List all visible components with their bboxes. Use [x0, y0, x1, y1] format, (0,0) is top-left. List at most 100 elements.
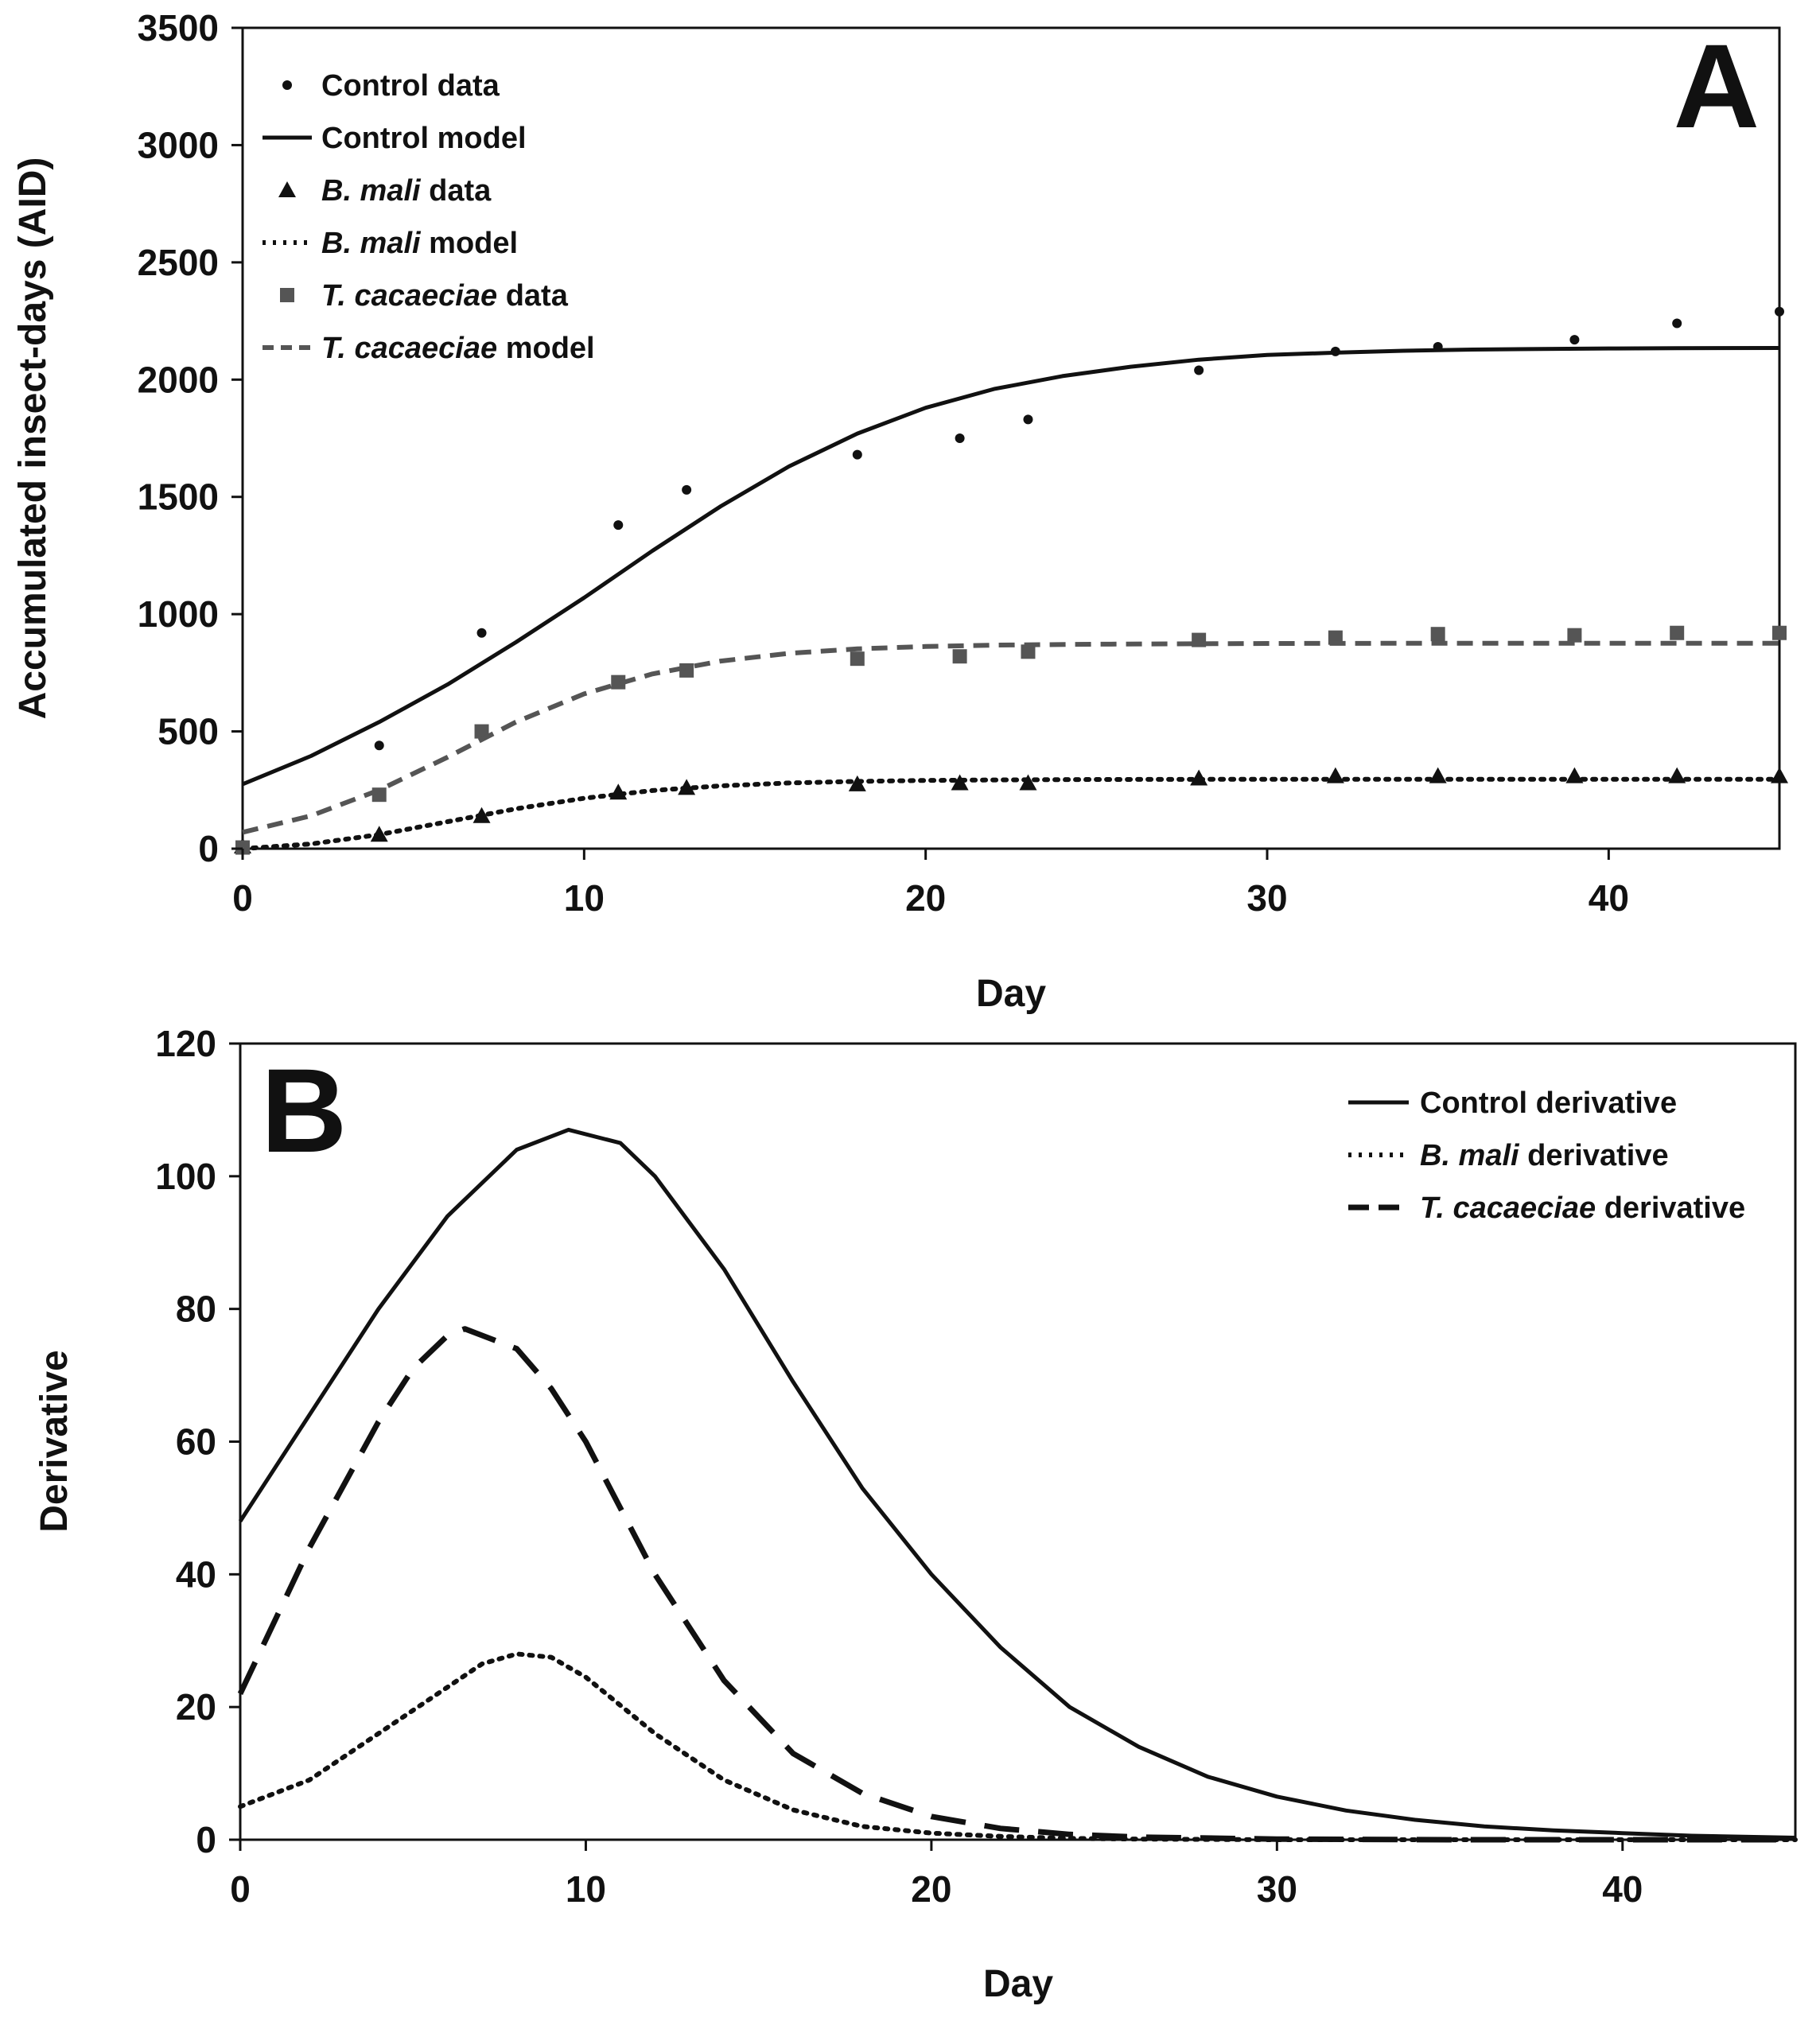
panel-b-x-tick-label: 0	[230, 1868, 251, 1910]
panel-a-x-tick-label: 0	[232, 877, 253, 919]
panel-a-x-tick-label: 30	[1246, 877, 1287, 919]
panel-a-legend-label-italic: B. mali	[321, 227, 422, 260]
panel-b-x-axis-title: Day	[983, 1963, 1053, 2005]
panel-a-t-cacaeciae-data-point	[850, 651, 865, 667]
panel-a-y-tick-label: 3000	[138, 124, 219, 165]
panel-b-legend-label-italic: B. mali	[1420, 1139, 1520, 1172]
panel-b-y-ticks: 0 20 40 60 80 100 120	[155, 1023, 240, 1860]
panel-a-legend-label-rest: model	[421, 227, 518, 260]
panel-b-t-cacaeciae-derivative-line	[237, 1326, 1795, 1843]
panel-b-letter: B	[261, 1044, 347, 1177]
panel-a-x-tick-label: 40	[1589, 877, 1629, 919]
panel-b-y-tick-label: 60	[176, 1421, 216, 1463]
panel-b-x-ticks: 0 10 20 30 40	[230, 1840, 1643, 1910]
panel-a-x-axis-title: Day	[976, 973, 1046, 1015]
panel-a-legend-label-rest: data	[421, 174, 492, 208]
panel-b-y-axis-title: Derivative	[33, 1350, 76, 1532]
panel-a-legend-label-italic: T. cacaeciae	[321, 332, 497, 365]
panel-b-legend-label: T. cacaeciae derivative	[1420, 1191, 1745, 1225]
panel-a-legend-label: T. cacaeciae data	[321, 279, 569, 313]
panel-b-series-layer	[237, 1127, 1798, 1843]
panel-a-legend-item: T. cacaeciae model	[262, 332, 595, 365]
panel-a-y-ticks: 0 500 1000 1500 2000 2500 3000 3500	[138, 7, 243, 869]
panel-a-control-data-point	[1569, 335, 1580, 345]
panel-a-t-cacaeciae-data-point	[1670, 625, 1685, 640]
panel-a-t-cacaeciae-data-point	[474, 724, 489, 739]
panel-a-t-cacaeciae-model-line	[242, 640, 1779, 835]
panel-a-control-data-point	[374, 741, 384, 751]
panel-a-t-cacaeciae-data-point	[1430, 627, 1445, 642]
panel-a-y-tick-label: 500	[158, 711, 219, 752]
panel-b: 0 20 40 60 80 100 120 0 10 20 30 40 Day Derivative…	[33, 1023, 1798, 2005]
panel-a-y-axis-title: Accumulated insect-days (AID)	[12, 157, 54, 720]
panel-a-control-model-line	[242, 346, 1780, 787]
panel-a-legend-label: T. cacaeciae model	[321, 332, 595, 365]
panel-b-x-tick-label: 30	[1257, 1868, 1297, 1910]
panel-a-legend-label: B. mali data	[321, 174, 492, 208]
panel-a-legend-label-rest: Control model	[321, 122, 527, 155]
panel-b-legend-item: Control derivative	[1348, 1086, 1677, 1120]
panel-a-series-layer	[234, 306, 1788, 855]
panel-a-y-tick-label: 1000	[138, 593, 219, 635]
panel-a-legend-item: B. mali model	[262, 227, 518, 260]
panel-a-t-cacaeciae-data-point	[1021, 644, 1036, 659]
panel-b-x-tick-label: 40	[1602, 1868, 1643, 1910]
panel-a-b-mali-data-point	[951, 774, 969, 791]
panel-a-legend-label-italic: T. cacaeciae	[321, 279, 497, 313]
panel-a-x-tick-label: 10	[564, 877, 605, 919]
panel-b-y-tick-label: 20	[176, 1686, 216, 1728]
panel-a-legend-item: B. mali data	[278, 174, 492, 208]
panel-a-t-cacaeciae-data-point	[1567, 628, 1582, 643]
panel-a-legend-label: B. mali model	[321, 227, 518, 260]
panel-a: 0 500 1000 1500 2000 2500 3000 3500 0 10 20 30 40 D…	[12, 7, 1788, 1015]
panel-b-b-mali-derivative-line	[238, 1651, 1798, 1842]
panel-a-legend-swatch	[280, 288, 294, 302]
panel-b-legend-label: B. mali derivative	[1420, 1139, 1669, 1172]
panel-b-x-tick-label: 10	[566, 1868, 606, 1910]
panel-b-legend-item: B. mali derivative	[1348, 1139, 1669, 1172]
panel-a-control-data-point	[476, 628, 487, 638]
panel-a-control-data-point	[1775, 306, 1784, 317]
panel-a-legend-item: Control data	[282, 69, 500, 103]
panel-a-legend-label: Control model	[321, 122, 527, 155]
panel-a-control-data-point	[1672, 318, 1682, 328]
panel-b-legend-label-rest: derivative	[1519, 1139, 1669, 1172]
panel-a-b-mali-data-point	[1019, 774, 1037, 791]
panel-b-legend-label: Control derivative	[1420, 1086, 1677, 1120]
panel-a-x-ticks: 0 10 20 30 40	[232, 849, 1629, 919]
panel-a-legend-label-italic: B. mali	[321, 174, 422, 208]
panel-a-b-mali-model-line	[240, 776, 1782, 851]
panel-a-legend-item: T. cacaeciae data	[280, 279, 569, 313]
panel-b-y-tick-label: 0	[196, 1819, 216, 1860]
panel-a-b-mali-data-point	[1326, 767, 1344, 783]
panel-a-legend-label-rest: model	[497, 332, 594, 365]
panel-a-b-mali-data-point	[1771, 767, 1788, 783]
panel-b-y-tick-label: 120	[155, 1023, 216, 1064]
panel-a-legend-swatch	[278, 181, 296, 197]
panel-a-legend-item: Control model	[262, 122, 527, 155]
panel-a-b-mali-data-point	[1668, 767, 1686, 783]
panel-a-y-tick-label: 2500	[138, 242, 219, 283]
panel-b-control-derivative-line	[238, 1127, 1796, 1840]
panel-a-letter: A	[1674, 19, 1760, 153]
panel-b-y-tick-label: 40	[176, 1553, 216, 1595]
panel-a-t-cacaeciae-data-point	[611, 674, 626, 690]
panel-a-y-tick-label: 0	[198, 828, 219, 869]
panel-a-control-data-point	[852, 449, 862, 460]
panel-a-frame	[241, 26, 1781, 850]
panel-b-y-tick-label: 80	[176, 1289, 216, 1330]
panel-b-legend-label-rest: derivative	[1596, 1191, 1745, 1225]
panel-a-control-data-point	[1023, 414, 1033, 425]
panel-b-legend-item: T. cacaeciae derivative	[1348, 1191, 1745, 1225]
panel-a-x-tick-label: 20	[905, 877, 946, 919]
panel-a-control-data-point	[955, 433, 965, 443]
panel-b-y-tick-label: 100	[155, 1156, 216, 1197]
panel-a-t-cacaeciae-data-point	[1772, 625, 1787, 640]
panel-b-legend-label-rest: Control derivative	[1420, 1086, 1677, 1120]
panel-a-t-cacaeciae-data-point	[952, 649, 967, 664]
panel-a-legend-label-rest: Control data	[321, 69, 500, 103]
panel-a-control-data-point	[682, 484, 692, 495]
panel-a-y-tick-label: 2000	[138, 359, 219, 400]
